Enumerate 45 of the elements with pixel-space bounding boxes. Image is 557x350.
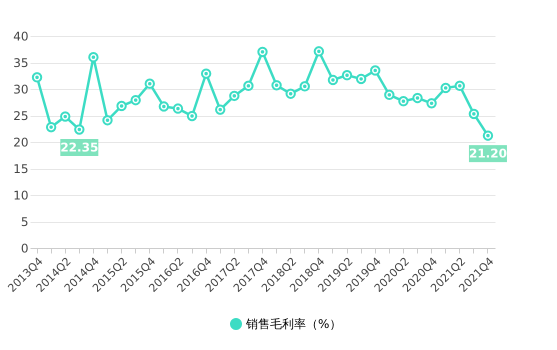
- point: [440, 82, 451, 94]
- y-tick-label: 10: [13, 188, 28, 202]
- point: [102, 115, 113, 126]
- point: [384, 90, 394, 100]
- y-tick-label: 5: [20, 215, 28, 229]
- point: [88, 52, 99, 62]
- point: [46, 122, 56, 132]
- point: [116, 100, 127, 112]
- point: [482, 130, 494, 141]
- point: [286, 88, 296, 99]
- point: [243, 80, 254, 91]
- y-tick-label: 40: [13, 30, 28, 44]
- point: [215, 104, 226, 115]
- point: [186, 110, 198, 122]
- point: [257, 46, 268, 58]
- point: [271, 80, 282, 90]
- y-tick-label: 25: [13, 109, 28, 123]
- point: [300, 81, 310, 92]
- point: [398, 96, 409, 106]
- point: [158, 101, 170, 112]
- data-label: 22.35: [60, 140, 98, 155]
- y-tick-label: 20: [13, 136, 28, 150]
- point: [200, 68, 212, 79]
- point: [314, 46, 324, 57]
- point: [328, 74, 338, 86]
- point: [130, 94, 141, 106]
- point: [370, 65, 380, 76]
- point: [342, 70, 352, 80]
- point: [454, 80, 465, 91]
- point: [144, 78, 155, 89]
- y-tick-label: 35: [13, 56, 28, 70]
- point: [172, 103, 184, 114]
- y-tick-label: 15: [13, 162, 28, 176]
- point: [32, 72, 42, 83]
- y-tick-label: 0: [20, 242, 28, 256]
- point: [356, 74, 366, 84]
- point: [74, 124, 84, 135]
- point: [426, 98, 437, 108]
- legend-label: 销售毛利率（%）: [245, 317, 342, 331]
- data-label: 21.20: [468, 146, 507, 161]
- point: [412, 92, 423, 104]
- point: [468, 108, 480, 120]
- point: [60, 111, 70, 122]
- y-tick-label: 30: [13, 82, 28, 96]
- point: [229, 90, 240, 102]
